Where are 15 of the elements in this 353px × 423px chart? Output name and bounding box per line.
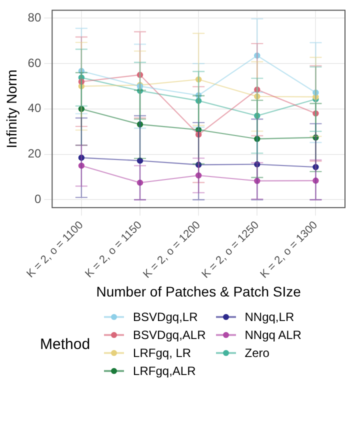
x-axis-title: Number of Patches & Patch SIze	[96, 283, 302, 300]
y-tick-label: 20	[28, 146, 42, 161]
legend-title: Method	[40, 336, 90, 352]
legend-label: Zero	[244, 346, 270, 360]
y-tick-label: 80	[28, 10, 42, 24]
y-tick-label: 60	[28, 56, 42, 70]
y-tick-label: 0	[34, 192, 42, 206]
legend-label: BSVDgq,LR	[133, 310, 198, 324]
y-axis-title: Infinity Norm	[3, 70, 20, 148]
legend-label: NNgq ALR	[244, 328, 302, 342]
legend-label: LRFgq, LR	[133, 346, 192, 360]
legend-label: LRFgq,ALR	[133, 364, 196, 378]
legend-label: BSVDgq,ALR	[133, 328, 206, 342]
legend-label: NNgq,LR	[244, 310, 294, 324]
y-tick-label: 40	[28, 101, 42, 116]
